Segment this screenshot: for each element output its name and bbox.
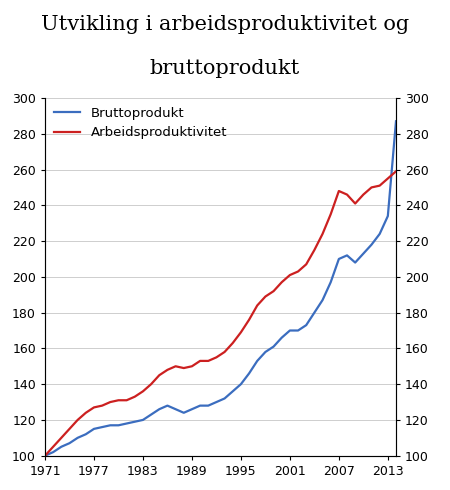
Arbeidsproduktivitet: [263, 294, 268, 299]
Arbeidsproduktivitet: [206, 358, 211, 364]
Bruttoprodukt: [344, 252, 350, 258]
Arbeidsproduktivitet: [328, 211, 333, 217]
Bruttoprodukt: [91, 426, 97, 432]
Arbeidsproduktivitet: [157, 372, 162, 378]
Arbeidsproduktivitet: [124, 397, 129, 403]
Legend: Bruttoprodukt, Arbeidsproduktivitet: Bruttoprodukt, Arbeidsproduktivitet: [49, 101, 233, 145]
Arbeidsproduktivitet: [189, 364, 195, 369]
Arbeidsproduktivitet: [222, 349, 227, 355]
Arbeidsproduktivitet: [312, 247, 317, 253]
Arbeidsproduktivitet: [173, 364, 178, 369]
Bruttoprodukt: [58, 444, 64, 450]
Arbeidsproduktivitet: [75, 417, 81, 423]
Bruttoprodukt: [279, 335, 284, 341]
Text: Utvikling i arbeidsproduktivitet og: Utvikling i arbeidsproduktivitet og: [41, 15, 409, 34]
Bruttoprodukt: [230, 389, 235, 394]
Line: Arbeidsproduktivitet: Arbeidsproduktivitet: [45, 172, 396, 456]
Arbeidsproduktivitet: [67, 426, 72, 432]
Bruttoprodukt: [83, 431, 89, 437]
Arbeidsproduktivitet: [303, 261, 309, 267]
Arbeidsproduktivitet: [165, 367, 170, 373]
Arbeidsproduktivitet: [271, 288, 276, 294]
Arbeidsproduktivitet: [279, 279, 284, 285]
Bruttoprodukt: [99, 424, 105, 430]
Bruttoprodukt: [336, 256, 342, 262]
Bruttoprodukt: [173, 406, 178, 412]
Arbeidsproduktivitet: [287, 272, 292, 278]
Arbeidsproduktivitet: [230, 340, 235, 346]
Bruttoprodukt: [132, 419, 138, 425]
Bruttoprodukt: [328, 279, 333, 285]
Bruttoprodukt: [295, 328, 301, 334]
Bruttoprodukt: [214, 399, 219, 405]
Arbeidsproduktivitet: [246, 317, 252, 323]
Bruttoprodukt: [238, 381, 243, 387]
Arbeidsproduktivitet: [352, 200, 358, 206]
Bruttoprodukt: [352, 260, 358, 266]
Bruttoprodukt: [369, 242, 374, 247]
Bruttoprodukt: [165, 403, 170, 409]
Bruttoprodukt: [377, 231, 382, 237]
Bruttoprodukt: [157, 406, 162, 412]
Bruttoprodukt: [271, 343, 276, 349]
Bruttoprodukt: [50, 449, 56, 455]
Bruttoprodukt: [303, 322, 309, 328]
Bruttoprodukt: [206, 403, 211, 409]
Arbeidsproduktivitet: [181, 365, 186, 371]
Bruttoprodukt: [75, 435, 81, 441]
Bruttoprodukt: [287, 328, 292, 334]
Bruttoprodukt: [148, 412, 154, 417]
Bruttoprodukt: [42, 453, 48, 459]
Bruttoprodukt: [312, 310, 317, 316]
Bruttoprodukt: [255, 358, 260, 364]
Arbeidsproduktivitet: [116, 397, 121, 403]
Arbeidsproduktivitet: [320, 231, 325, 237]
Arbeidsproduktivitet: [360, 192, 366, 197]
Arbeidsproduktivitet: [198, 358, 203, 364]
Arbeidsproduktivitet: [83, 410, 89, 416]
Arbeidsproduktivitet: [344, 192, 350, 197]
Bruttoprodukt: [108, 422, 113, 428]
Arbeidsproduktivitet: [148, 381, 154, 387]
Line: Bruttoprodukt: Bruttoprodukt: [45, 121, 396, 456]
Bruttoprodukt: [140, 417, 146, 423]
Arbeidsproduktivitet: [377, 183, 382, 189]
Arbeidsproduktivitet: [385, 175, 391, 181]
Arbeidsproduktivitet: [140, 389, 146, 394]
Bruttoprodukt: [360, 251, 366, 257]
Arbeidsproduktivitet: [108, 399, 113, 405]
Bruttoprodukt: [116, 422, 121, 428]
Bruttoprodukt: [222, 395, 227, 401]
Bruttoprodukt: [320, 297, 325, 303]
Arbeidsproduktivitet: [295, 269, 301, 274]
Arbeidsproduktivitet: [132, 394, 138, 400]
Arbeidsproduktivitet: [336, 188, 342, 194]
Arbeidsproduktivitet: [255, 302, 260, 308]
Arbeidsproduktivitet: [91, 404, 97, 410]
Arbeidsproduktivitet: [42, 453, 48, 459]
Arbeidsproduktivitet: [369, 184, 374, 190]
Arbeidsproduktivitet: [393, 169, 399, 174]
Bruttoprodukt: [67, 440, 72, 446]
Arbeidsproduktivitet: [214, 354, 219, 360]
Bruttoprodukt: [198, 403, 203, 409]
Arbeidsproduktivitet: [238, 329, 243, 335]
Arbeidsproduktivitet: [50, 444, 56, 450]
Arbeidsproduktivitet: [58, 435, 64, 441]
Arbeidsproduktivitet: [99, 403, 105, 409]
Bruttoprodukt: [189, 406, 195, 412]
Bruttoprodukt: [246, 370, 252, 376]
Bruttoprodukt: [263, 349, 268, 355]
Bruttoprodukt: [385, 213, 391, 219]
Bruttoprodukt: [124, 420, 129, 426]
Bruttoprodukt: [393, 118, 399, 124]
Bruttoprodukt: [181, 410, 186, 416]
Text: bruttoprodukt: bruttoprodukt: [150, 59, 300, 78]
